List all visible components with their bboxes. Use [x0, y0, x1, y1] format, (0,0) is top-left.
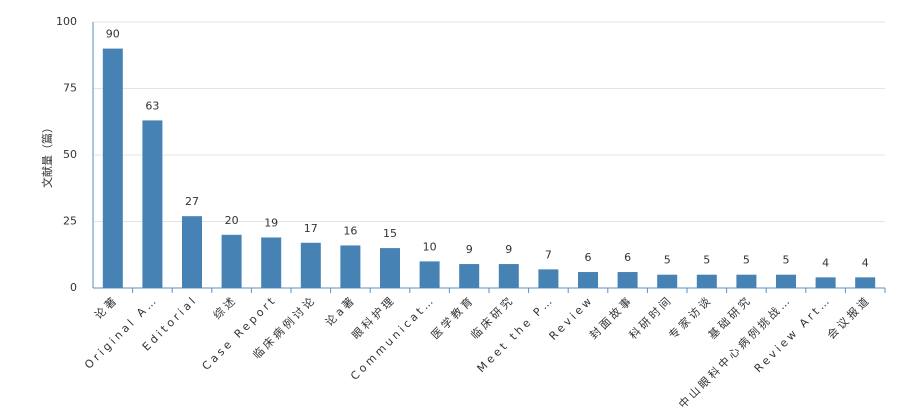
bar: [221, 234, 242, 288]
x-tick-label: Case Report: [200, 293, 280, 373]
value-label: 9: [466, 243, 473, 256]
bar: [419, 261, 440, 288]
bar: [855, 277, 876, 288]
value-label: 4: [862, 256, 869, 269]
value-label: 63: [145, 99, 159, 112]
y-tick-label: 50: [63, 148, 77, 161]
bar: [182, 216, 202, 288]
y-tick-label: 0: [70, 281, 77, 294]
bar: [498, 264, 519, 288]
value-label: 5: [664, 254, 671, 267]
bar: [300, 242, 321, 288]
y-tick-label: 25: [63, 215, 77, 228]
value-label: 15: [383, 227, 397, 240]
value-label: 19: [264, 216, 278, 229]
bar: [142, 120, 163, 288]
value-label: 5: [703, 254, 710, 267]
value-label: 5: [783, 254, 790, 267]
bar: [815, 277, 836, 288]
x-tick-label: Review Art…: [752, 293, 834, 375]
bar: [578, 272, 598, 288]
value-label: 20: [225, 214, 239, 227]
y-tick-label: 100: [56, 15, 77, 28]
bar: [261, 237, 282, 288]
x-tick-label: Meet the P…: [475, 293, 557, 375]
bar: [102, 48, 123, 288]
value-label: 16: [343, 224, 357, 237]
bar: [657, 274, 678, 288]
value-label: 9: [505, 243, 512, 256]
x-tick-label: 论著: [91, 292, 121, 322]
bar: [459, 264, 480, 288]
y-tick-label: 75: [63, 82, 77, 95]
bar: [538, 269, 559, 288]
value-label: 10: [423, 240, 437, 253]
bar: [340, 245, 361, 288]
bar: [776, 274, 796, 288]
value-label: 4: [822, 256, 829, 269]
x-tick-label: 论a著: [322, 292, 359, 329]
value-label: 17: [304, 222, 318, 235]
value-label: 6: [624, 251, 631, 264]
bar: [736, 274, 757, 288]
bar: [380, 248, 400, 288]
y-axis-title: 文献量（篇）: [40, 122, 54, 188]
bar: [617, 272, 638, 288]
value-label: 5: [743, 254, 750, 267]
x-tick-label: Original A…: [82, 293, 161, 372]
bar: [696, 274, 717, 288]
value-label: 7: [545, 248, 552, 261]
value-label: 6: [585, 251, 592, 264]
value-label: 90: [106, 28, 120, 41]
value-label: 27: [185, 195, 199, 208]
x-tick-label: 综述: [210, 292, 240, 322]
